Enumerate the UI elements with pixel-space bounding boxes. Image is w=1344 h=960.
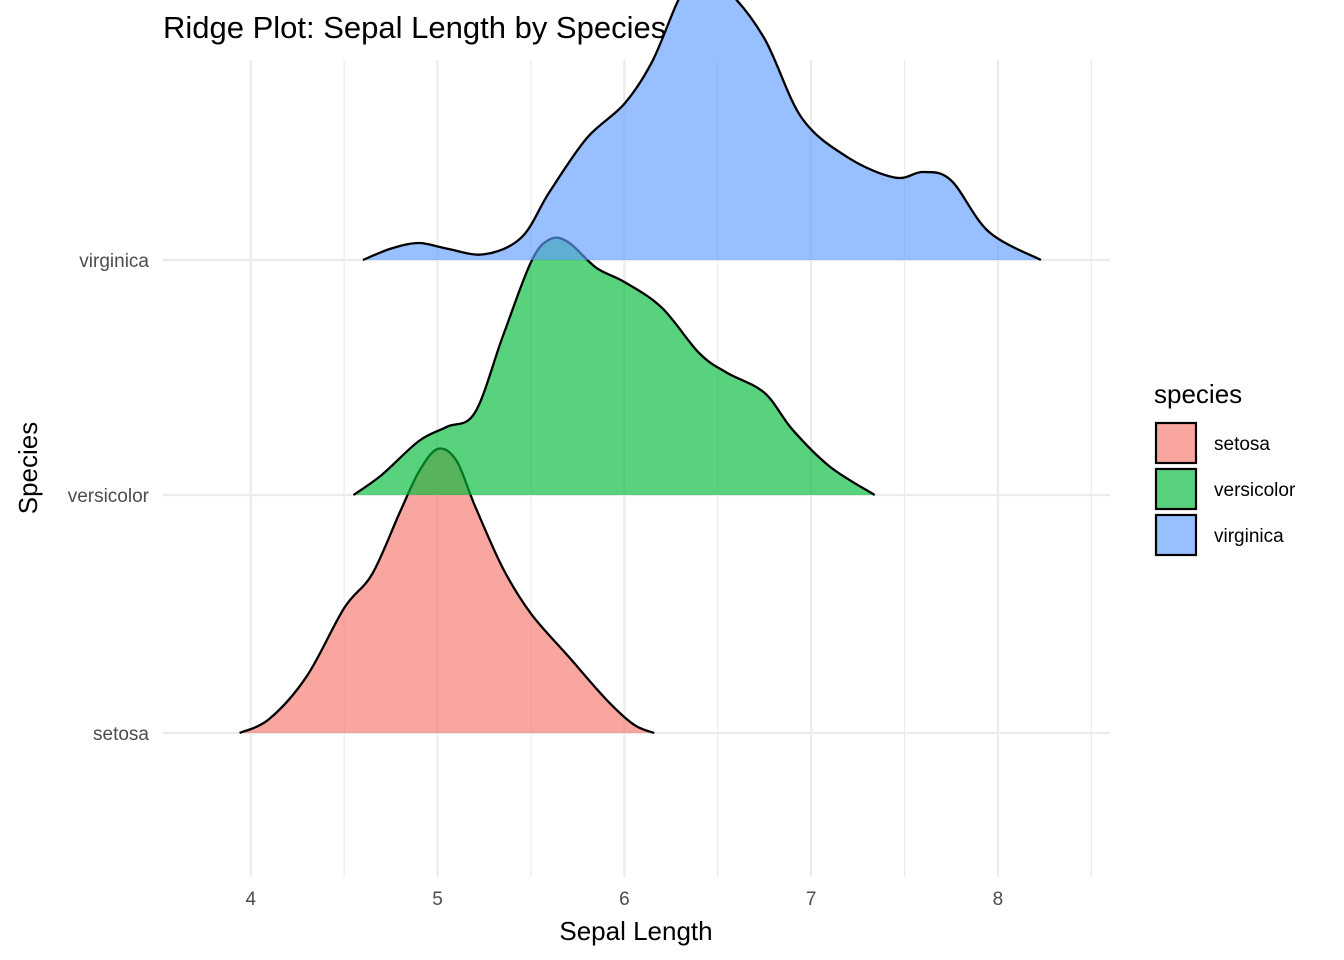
ridges — [239, 0, 1042, 735]
ridge-versicolor — [352, 236, 876, 496]
y-ticks: setosa versicolor virginica — [68, 251, 150, 745]
y-tick-label: virginica — [79, 251, 149, 272]
legend: species setosa versicolor virginica — [1154, 379, 1296, 557]
ridge-fill-setosa — [239, 448, 655, 733]
x-axis-title: Sepal Length — [559, 916, 712, 946]
legend-key-versicolor — [1154, 467, 1198, 511]
ridge-virginica — [362, 0, 1042, 262]
x-tick-label: 4 — [245, 889, 256, 910]
y-tick-label: versicolor — [68, 486, 150, 507]
y-tick-label: setosa — [93, 724, 149, 745]
legend-key-virginica — [1154, 513, 1198, 557]
x-tick-label: 6 — [619, 889, 630, 910]
x-tick-label: 7 — [806, 889, 817, 910]
legend-label-setosa: setosa — [1214, 434, 1270, 455]
ridge-fill-virginica — [362, 0, 1041, 260]
y-axis-title: Species — [13, 422, 43, 515]
chart-title: Ridge Plot: Sepal Length by Species — [163, 10, 666, 45]
x-tick-label: 8 — [993, 889, 1004, 910]
x-ticks: 4 5 6 7 8 — [245, 889, 1003, 910]
legend-label-virginica: virginica — [1214, 526, 1284, 547]
legend-label-versicolor: versicolor — [1214, 480, 1296, 501]
x-tick-label: 5 — [432, 889, 443, 910]
legend-key-setosa — [1154, 421, 1198, 465]
ridge-line-virginica — [362, 0, 1042, 262]
ridge-fill-versicolor — [353, 237, 875, 495]
legend-title: species — [1154, 379, 1242, 409]
